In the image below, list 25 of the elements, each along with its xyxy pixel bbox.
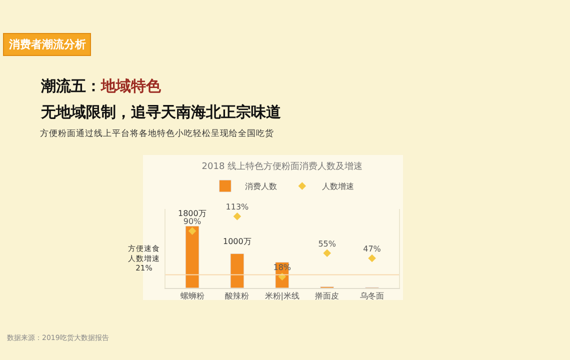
x-tick-label: 米粉|米线 — [264, 292, 300, 301]
point — [188, 227, 196, 235]
chart-title: 2018 线上特色方便粉面消费人数及增速 — [202, 161, 363, 172]
data-label: 113% — [226, 202, 250, 212]
text: 消费者潮流分析 — [8, 38, 86, 51]
point — [368, 254, 376, 262]
x-tick-label: 擀面皮 — [315, 292, 340, 301]
legend-label: 消费人数 — [245, 182, 278, 192]
x-tick-label: 乌冬面 — [360, 292, 384, 301]
x-tick-label: 酸辣粉 — [225, 292, 250, 301]
legend-label: 人数增速 — [322, 182, 354, 192]
bar — [230, 253, 244, 288]
text: 潮流五： — [40, 77, 101, 95]
x-tick-label: 螺蛳粉 — [180, 292, 204, 301]
data-label: 1000万 — [223, 237, 252, 246]
data-label: 1800万 — [178, 209, 206, 218]
text: 方便粉面通过线上平台将各地特色小吃轻松呈现给全国吃货 — [40, 128, 274, 139]
text: 无地域限制，追寻天南海北正宗味道 — [40, 103, 282, 121]
data-label: 90% — [183, 217, 202, 226]
bar — [185, 226, 200, 288]
point — [323, 249, 331, 258]
point — [233, 212, 242, 220]
text: 地域特色 — [100, 77, 162, 95]
data-label: 47% — [363, 244, 382, 254]
data-label: 55% — [318, 239, 336, 248]
